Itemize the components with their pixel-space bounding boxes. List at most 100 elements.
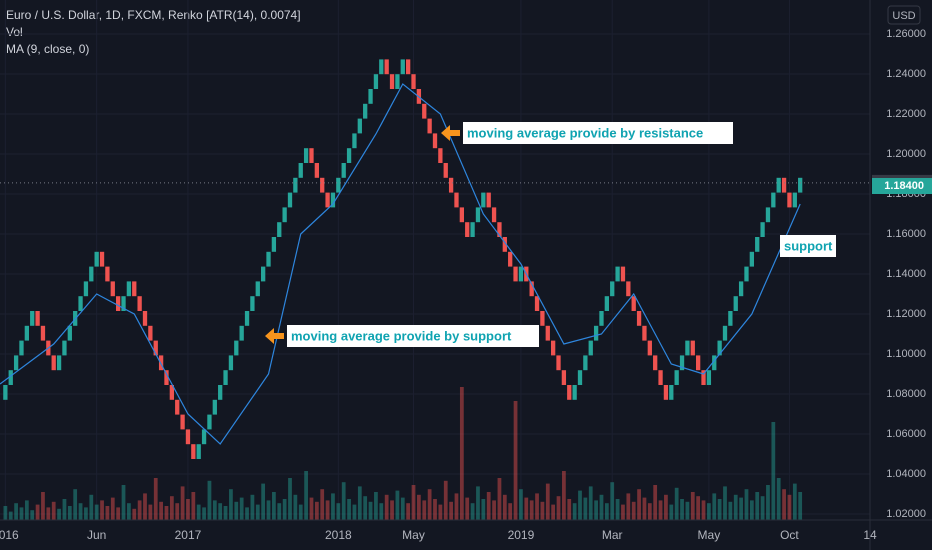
volume-bar [352,504,357,520]
renko-brick [792,192,797,208]
volume-bar [212,500,217,520]
volume-bar [116,507,121,520]
renko-brick [298,163,303,178]
renko-brick [577,370,583,385]
volume-bar [696,496,701,520]
renko-brick [443,163,448,178]
volume-bar [14,503,18,520]
volume-bar [191,492,196,520]
renko-brick [110,281,115,297]
renko-brick [771,192,776,208]
renko-brick [94,251,99,267]
renko-brick [3,385,8,400]
volume-bar [578,490,582,520]
volume-bar [417,494,421,520]
renko-brick [755,237,760,252]
renko-brick [604,296,609,311]
chart-title: Euro / U.S. Dollar, 1D, FXCM, Renko [ATR… [6,8,301,22]
renko-brick [749,251,754,267]
renko-brick [126,281,132,297]
renko-brick [438,148,443,163]
renko-brick [722,325,728,341]
renko-brick [626,281,631,297]
volume-bar [658,500,663,520]
price-label: 1.18400 [884,180,924,192]
renko-brick [169,385,174,400]
volume-bar [175,503,180,520]
volume-bar [545,483,550,520]
volume-bar [19,507,24,520]
volume-bar [347,499,351,520]
volume-bar [583,497,588,520]
renko-brick [341,163,346,178]
y-tick-label: 1.04000 [886,468,926,480]
volume-bar [30,510,35,520]
ma-label: MA (9, close, 0) [6,42,89,56]
volume-bar [320,489,325,520]
volume-bar [454,493,459,520]
volume-bar [94,504,99,520]
renko-brick [513,266,518,282]
volume-bar [379,503,384,520]
volume-bar [3,506,8,520]
volume-bar [712,493,717,520]
renko-brick [642,325,647,341]
renko-brick [19,340,24,356]
renko-brick [738,281,744,297]
renko-brick [212,399,217,415]
volume-bar [481,499,486,520]
volume-bar [717,499,722,520]
volume-bar [459,387,464,520]
renko-brick [132,281,137,297]
volume-bar [642,497,647,520]
currency: USD [892,10,915,22]
x-tick-label: Mar [602,528,623,542]
renko-brick [13,355,19,371]
x-tick-label: 2017 [175,528,202,542]
annotation: moving average provide by resistance [467,125,703,140]
volume-bar [562,471,566,520]
volume-bar [73,489,78,520]
renko-brick [330,192,336,208]
annotation: moving average provide by support [291,328,512,343]
volume-bar [41,492,45,520]
volume-bar [406,503,411,520]
volume-bar [540,501,545,520]
renko-brick [653,355,658,371]
renko-brick [30,311,35,326]
renko-brick [24,325,29,341]
renko-brick [148,325,153,341]
volume-bar [89,494,94,520]
volume-bar [153,478,158,520]
renko-brick [620,266,626,282]
renko-brick [669,385,674,400]
y-tick-label: 1.14000 [886,268,926,280]
renko-brick [164,370,169,385]
volume-bar [395,490,400,520]
volume-bar [497,478,502,520]
renko-brick [287,192,293,208]
renko-brick [40,325,46,341]
x-tick-label: 2018 [325,528,352,542]
renko-brick [561,370,567,385]
volume-bar [239,497,244,520]
y-tick-label: 1.12000 [886,308,926,320]
renko-brick [459,207,464,223]
volume-bar [690,492,695,520]
renko-brick [481,192,486,208]
volume-bar [169,496,174,520]
renko-brick [679,355,685,371]
volume-label: Vol [6,25,23,39]
volume-bar [105,506,110,520]
renko-brick [142,311,148,326]
volume-bar [374,492,378,520]
volume-bar [180,486,185,520]
volume-bar [250,494,255,520]
volume-bar [277,503,282,520]
price-label-bg [872,178,932,194]
volume-bar [647,503,652,520]
x-tick-label: Jun [87,528,106,542]
volume-bar [24,500,29,520]
volume-bar [78,503,83,520]
